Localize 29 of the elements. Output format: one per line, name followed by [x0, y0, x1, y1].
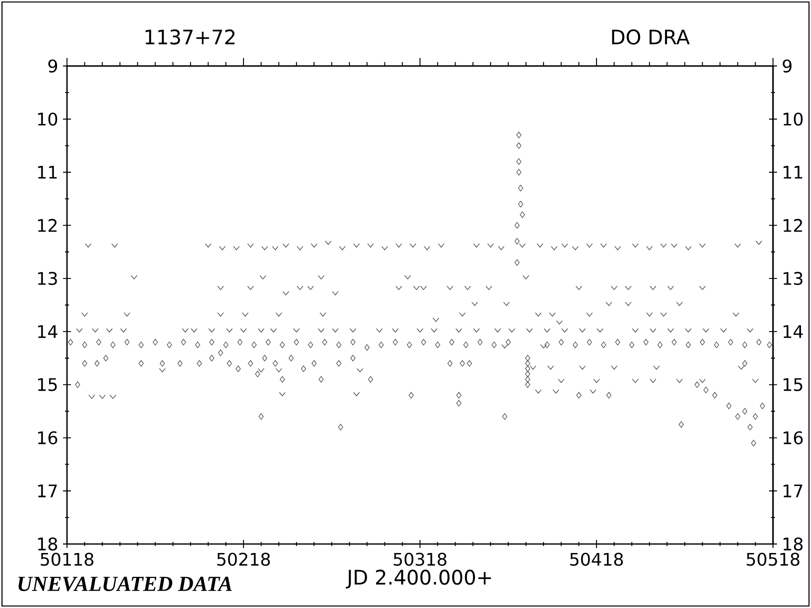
y-tick-label: 16 [38, 431, 58, 444]
x-tick-label: 50418 [570, 552, 623, 566]
y2-tick-label: 11 [784, 166, 802, 179]
y2-tick-label: 13 [784, 272, 802, 286]
x-tick-label: 50218 [217, 552, 270, 566]
chart-subtitle: 1137+72 [146, 29, 235, 45]
y2-tick-label: 10 [784, 112, 803, 126]
x-tick-label: 50318 [394, 552, 446, 566]
y-tick-label: 15 [38, 378, 57, 392]
y-tick-label: 9 [48, 59, 58, 73]
y2-tick-label: 17 [784, 484, 802, 498]
y-tick-label: 11 [38, 166, 57, 179]
y-tick-label: 13 [38, 272, 57, 286]
y2-tick-label: 14 [784, 325, 803, 338]
y2-tick-label: 12 [784, 218, 802, 232]
y2-tick-label: 9 [782, 59, 792, 73]
y-tick-label: 12 [38, 218, 57, 232]
y-tick-label: 17 [38, 484, 57, 498]
chart-title: DO DRA [612, 29, 690, 45]
x-tick-label: 50518 [746, 552, 800, 566]
x-axis-title: JD 2.400.000+ [346, 570, 491, 588]
x-tick-label: 50118 [40, 552, 94, 566]
y2-tick-label: 15 [784, 378, 802, 392]
text: UNEVALUATED DATA [18, 576, 232, 592]
y-tick-label: 18 [38, 537, 58, 551]
y-tick-label: 10 [38, 112, 58, 126]
y2-tick-label: 18 [784, 537, 803, 551]
y-tick-label: 14 [38, 325, 58, 338]
y2-tick-label: 16 [784, 431, 803, 444]
